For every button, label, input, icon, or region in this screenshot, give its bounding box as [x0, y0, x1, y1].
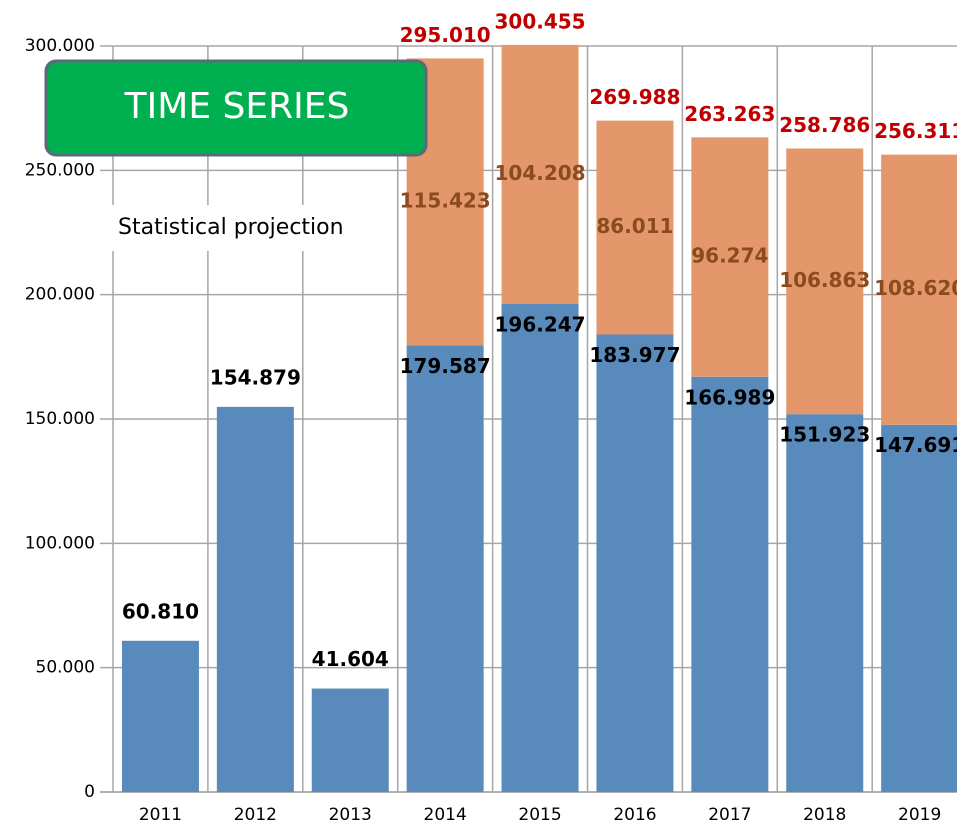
- x-tick-label: 2017: [708, 805, 751, 825]
- bar-segment: [596, 120, 674, 335]
- x-tick-label: 2019: [898, 805, 941, 825]
- y-tick-label: 100.000: [25, 533, 95, 553]
- data-label: 86.011: [596, 214, 673, 238]
- data-label: 106.863: [779, 268, 870, 292]
- bars: [121, 44, 957, 792]
- bar-segment: [786, 414, 864, 792]
- y-tick-label: 300.000: [25, 36, 95, 56]
- data-label: 183.977: [589, 343, 680, 367]
- data-label: 41.604: [312, 647, 389, 671]
- total-label: 256.311: [874, 119, 957, 143]
- bar-segment: [311, 688, 389, 792]
- data-label: 104.208: [495, 161, 586, 185]
- y-tick-label: 50.000: [36, 658, 95, 678]
- total-label: 258.786: [779, 113, 870, 137]
- data-label: 166.989: [684, 385, 775, 409]
- bar-segment: [596, 334, 674, 792]
- data-label: 108.620: [874, 276, 957, 300]
- data-label: 96.274: [691, 244, 768, 268]
- labels: 2011 60.810 2012 154.879 2013 41.604 2014 179.5…: [122, 9, 957, 825]
- x-tick-label: 2016: [613, 805, 656, 825]
- bar-segment: [786, 148, 864, 415]
- data-label: 179.587: [400, 354, 491, 378]
- bar-segment: [881, 424, 957, 792]
- data-label: 147.691: [874, 433, 957, 457]
- grid: 0 50.000 100.000 150.000 200.000 250.000 300.0…: [25, 36, 957, 802]
- y-tick-label: 150.000: [25, 409, 95, 429]
- title-box: [44, 59, 428, 157]
- subtitle: Statistical projection: [118, 215, 344, 240]
- y-tick-label: 250.000: [25, 160, 95, 180]
- x-tick-label: 2011: [139, 805, 182, 825]
- data-label: 151.923: [779, 423, 870, 447]
- bar-segment: [406, 345, 484, 792]
- x-tick-label: 2014: [424, 805, 467, 825]
- total-label: 263.263: [684, 102, 775, 126]
- bar-segment: [216, 406, 294, 792]
- x-tick-label: 2013: [329, 805, 372, 825]
- x-tick-label: 2018: [803, 805, 846, 825]
- total-label: 300.455: [495, 9, 586, 33]
- bar-segment: [881, 154, 957, 425]
- bar-segment: [121, 640, 199, 792]
- y-tick-label: 0: [84, 782, 95, 802]
- y-tick-label: 200.000: [25, 285, 95, 305]
- x-tick-label: 2015: [518, 805, 561, 825]
- data-label: 60.810: [122, 599, 199, 623]
- bar-segment: [691, 376, 769, 792]
- total-label: 295.010: [400, 23, 491, 47]
- data-label: 154.879: [210, 365, 301, 389]
- total-label: 269.988: [589, 85, 680, 109]
- subtitle-bg: [110, 205, 370, 251]
- chart-title: TIME SERIES: [124, 86, 350, 127]
- bar-segment: [501, 303, 579, 792]
- x-tick-label: 2012: [234, 805, 277, 825]
- data-label: 115.423: [400, 188, 491, 212]
- data-label: 196.247: [495, 312, 586, 336]
- bar-segment: [691, 137, 769, 377]
- bar-segment: [501, 44, 579, 304]
